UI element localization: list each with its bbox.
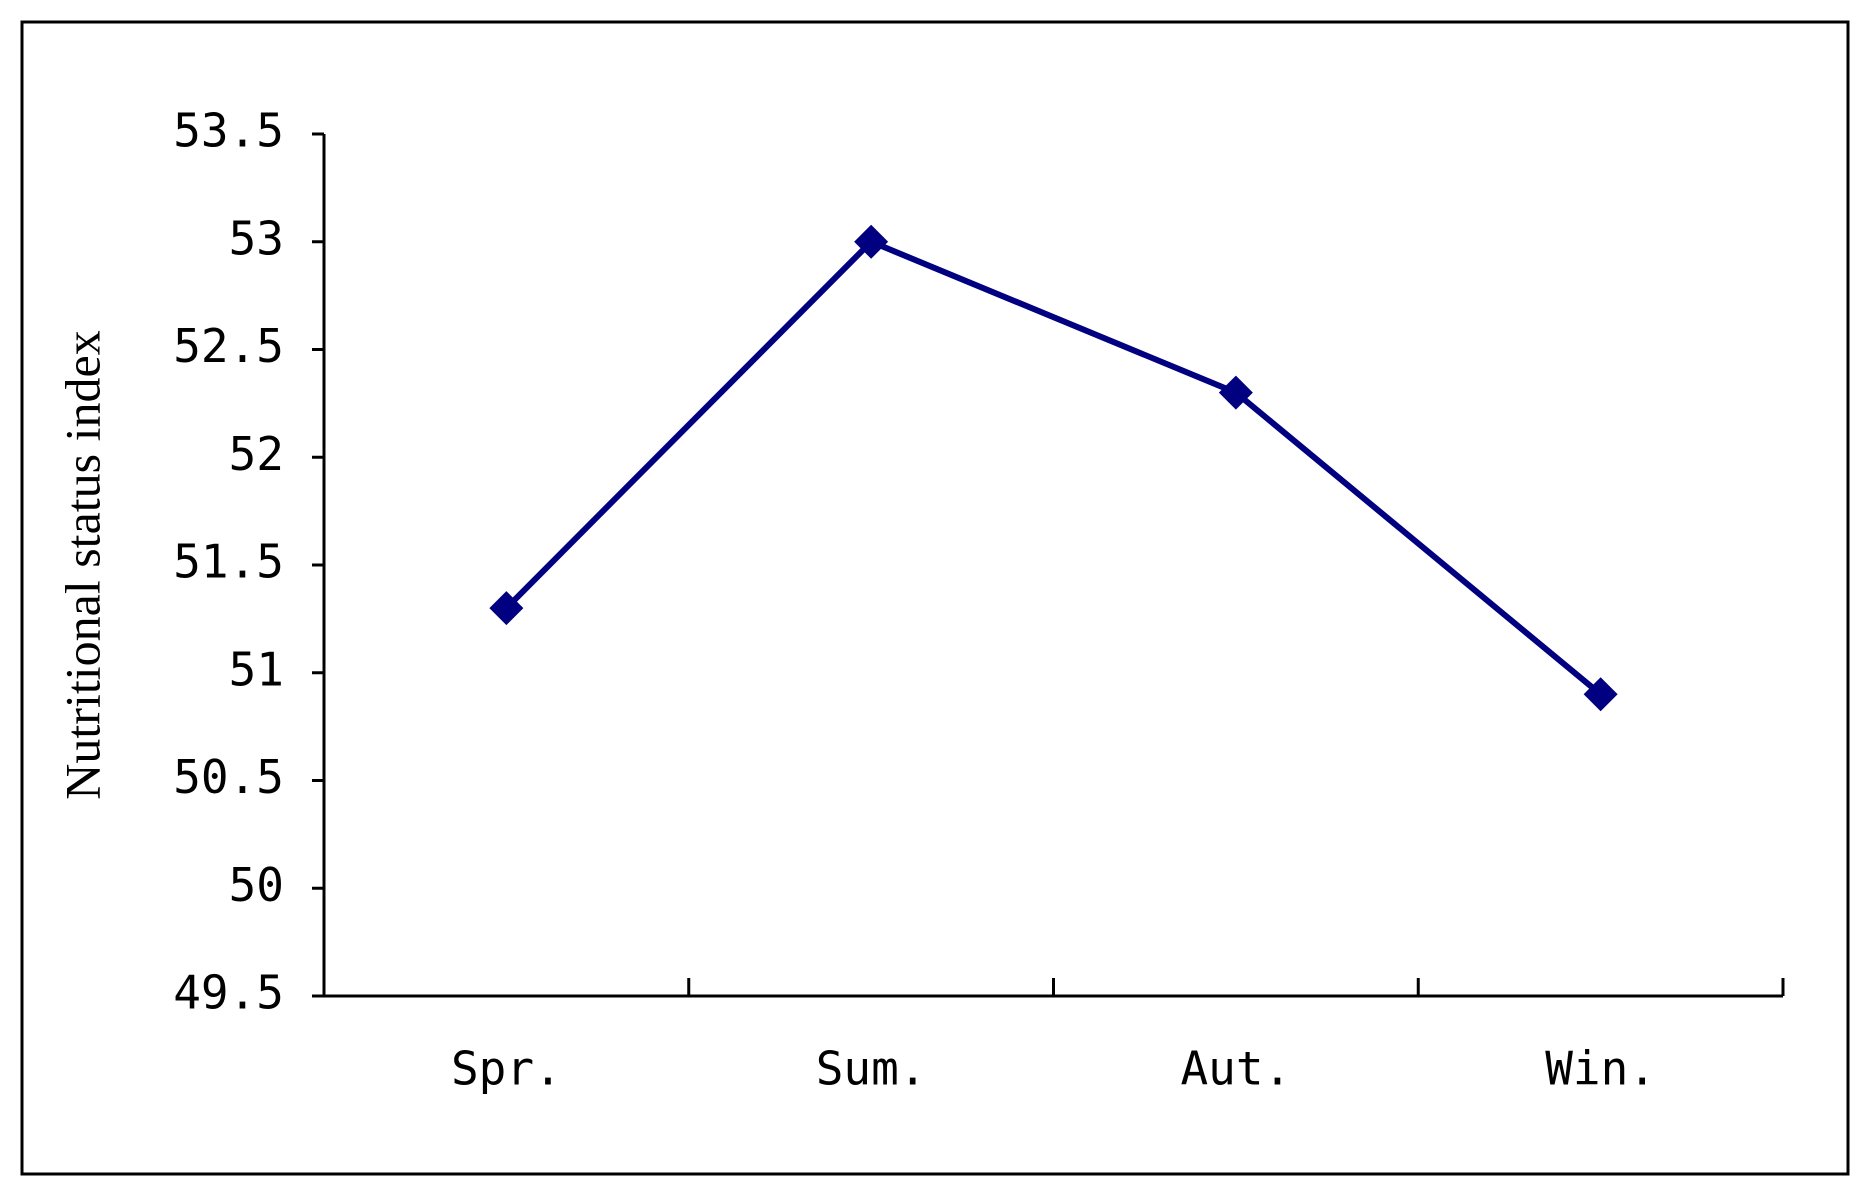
y-tick-label: 50 [229,858,284,912]
y-axis-title: Nutritional status index [54,330,110,799]
y-tick-label: 53 [229,211,284,265]
marker [854,224,889,259]
y-tick-label: 52 [229,427,284,481]
series-line [504,238,1603,697]
x-tick-label: Aut. [1180,1042,1291,1096]
y-tick-label: 52.5 [173,319,284,373]
y-tick-label: 53.5 [173,104,284,158]
y-tick-label: 51 [229,642,284,696]
x-tick-label: Win. [1545,1042,1656,1096]
x-tick-label: Sum. [816,1042,927,1096]
x-tick-label: Spr. [451,1042,562,1096]
chart-border [20,20,1850,1176]
y-tick-label: 51.5 [173,535,284,589]
y-tick-label: 50.5 [173,750,284,804]
y-tick-label: 49.5 [173,966,284,1020]
marker [489,591,524,626]
marker [1218,375,1253,410]
marker [1583,677,1618,712]
